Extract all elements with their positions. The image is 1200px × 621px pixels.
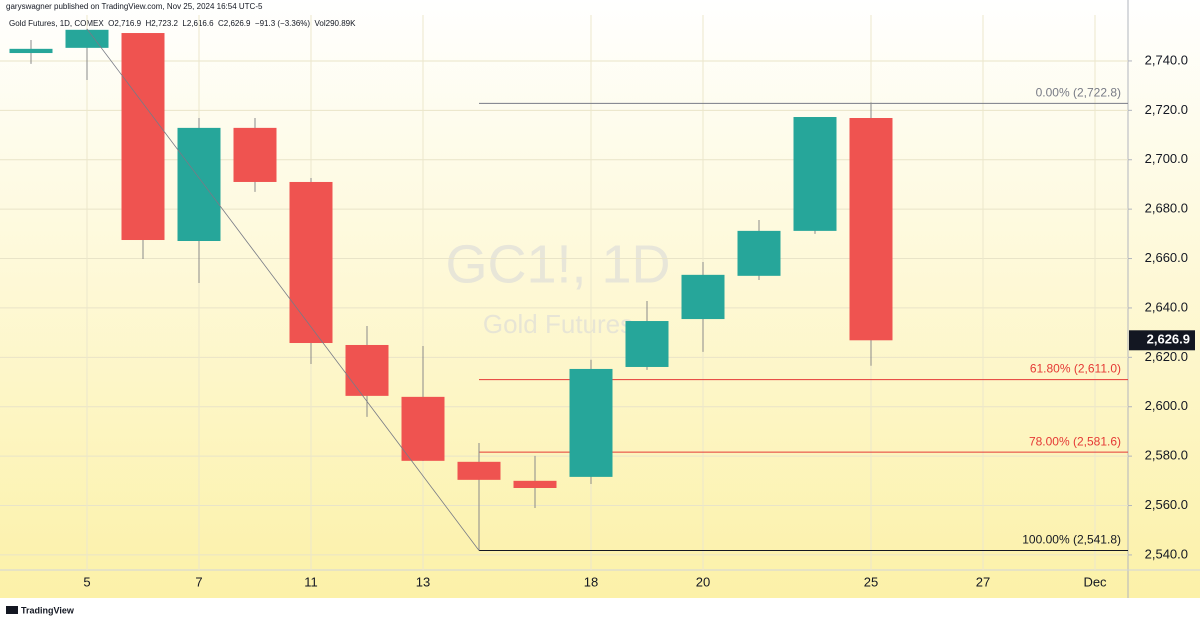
x-tick-label: Dec [1083,574,1107,589]
x-tick-label: 27 [976,574,990,589]
last-price-label: 2,626.9 [1147,332,1190,347]
candle-body [849,117,893,341]
candle-body [737,230,781,276]
y-tick-label: 2,600.0 [1145,398,1188,413]
candle-body [401,396,445,461]
y-tick-label: 2,700.0 [1145,151,1188,166]
x-tick-label: 18 [584,574,598,589]
watermark-name: Gold Futures [483,309,633,339]
fib-label: 61.80% (2,611.0) [1030,362,1121,376]
y-tick-label: 2,720.0 [1145,102,1188,117]
watermark-symbol: GC1!, 1D [445,234,670,294]
candle-body [233,127,277,182]
x-tick-label: 11 [304,574,318,589]
x-tick-label: 13 [416,574,430,589]
x-tick-label: 5 [83,574,90,589]
y-tick-label: 2,560.0 [1145,497,1188,512]
brand-logo [6,606,18,614]
publisher-line: garyswagner published on TradingView.com… [6,2,263,11]
candle-body [625,321,669,367]
y-tick-label: 2,540.0 [1145,546,1188,561]
candle-body [9,48,53,54]
candle-body [345,344,389,396]
fib-label: 78.00% (2,581.6) [1029,434,1121,448]
candle-body [457,461,501,480]
candle-body [121,33,165,241]
y-tick-label: 2,680.0 [1145,201,1188,216]
footer [0,598,1200,621]
brand: TradingView [21,605,75,615]
fib-label: 0.00% (2,722.8) [1036,86,1121,100]
x-tick-label: 7 [195,574,202,589]
y-tick-label: 2,640.0 [1145,299,1188,314]
candle-body [681,274,725,320]
trend-line [86,28,480,551]
fib-label: 100.00% (2,541.8) [1022,533,1121,547]
y-tick-label: 2,660.0 [1145,250,1188,265]
y-tick-label: 2,740.0 [1145,52,1188,67]
candle-body [65,29,109,48]
candle-body [177,127,221,242]
legend-line: Gold Futures, 1D, COMEX O2,716.9 H2,723.… [9,19,356,28]
candle-body [569,368,613,477]
candle-body [513,480,557,488]
candle-body [289,181,333,344]
x-tick-label: 20 [696,574,710,589]
x-tick-label: 25 [864,574,878,589]
y-tick-label: 2,620.0 [1145,349,1188,364]
plot-background [0,0,1200,598]
y-tick-label: 2,580.0 [1145,448,1188,463]
candle-body [793,117,837,231]
last-price-tag [1129,330,1195,351]
